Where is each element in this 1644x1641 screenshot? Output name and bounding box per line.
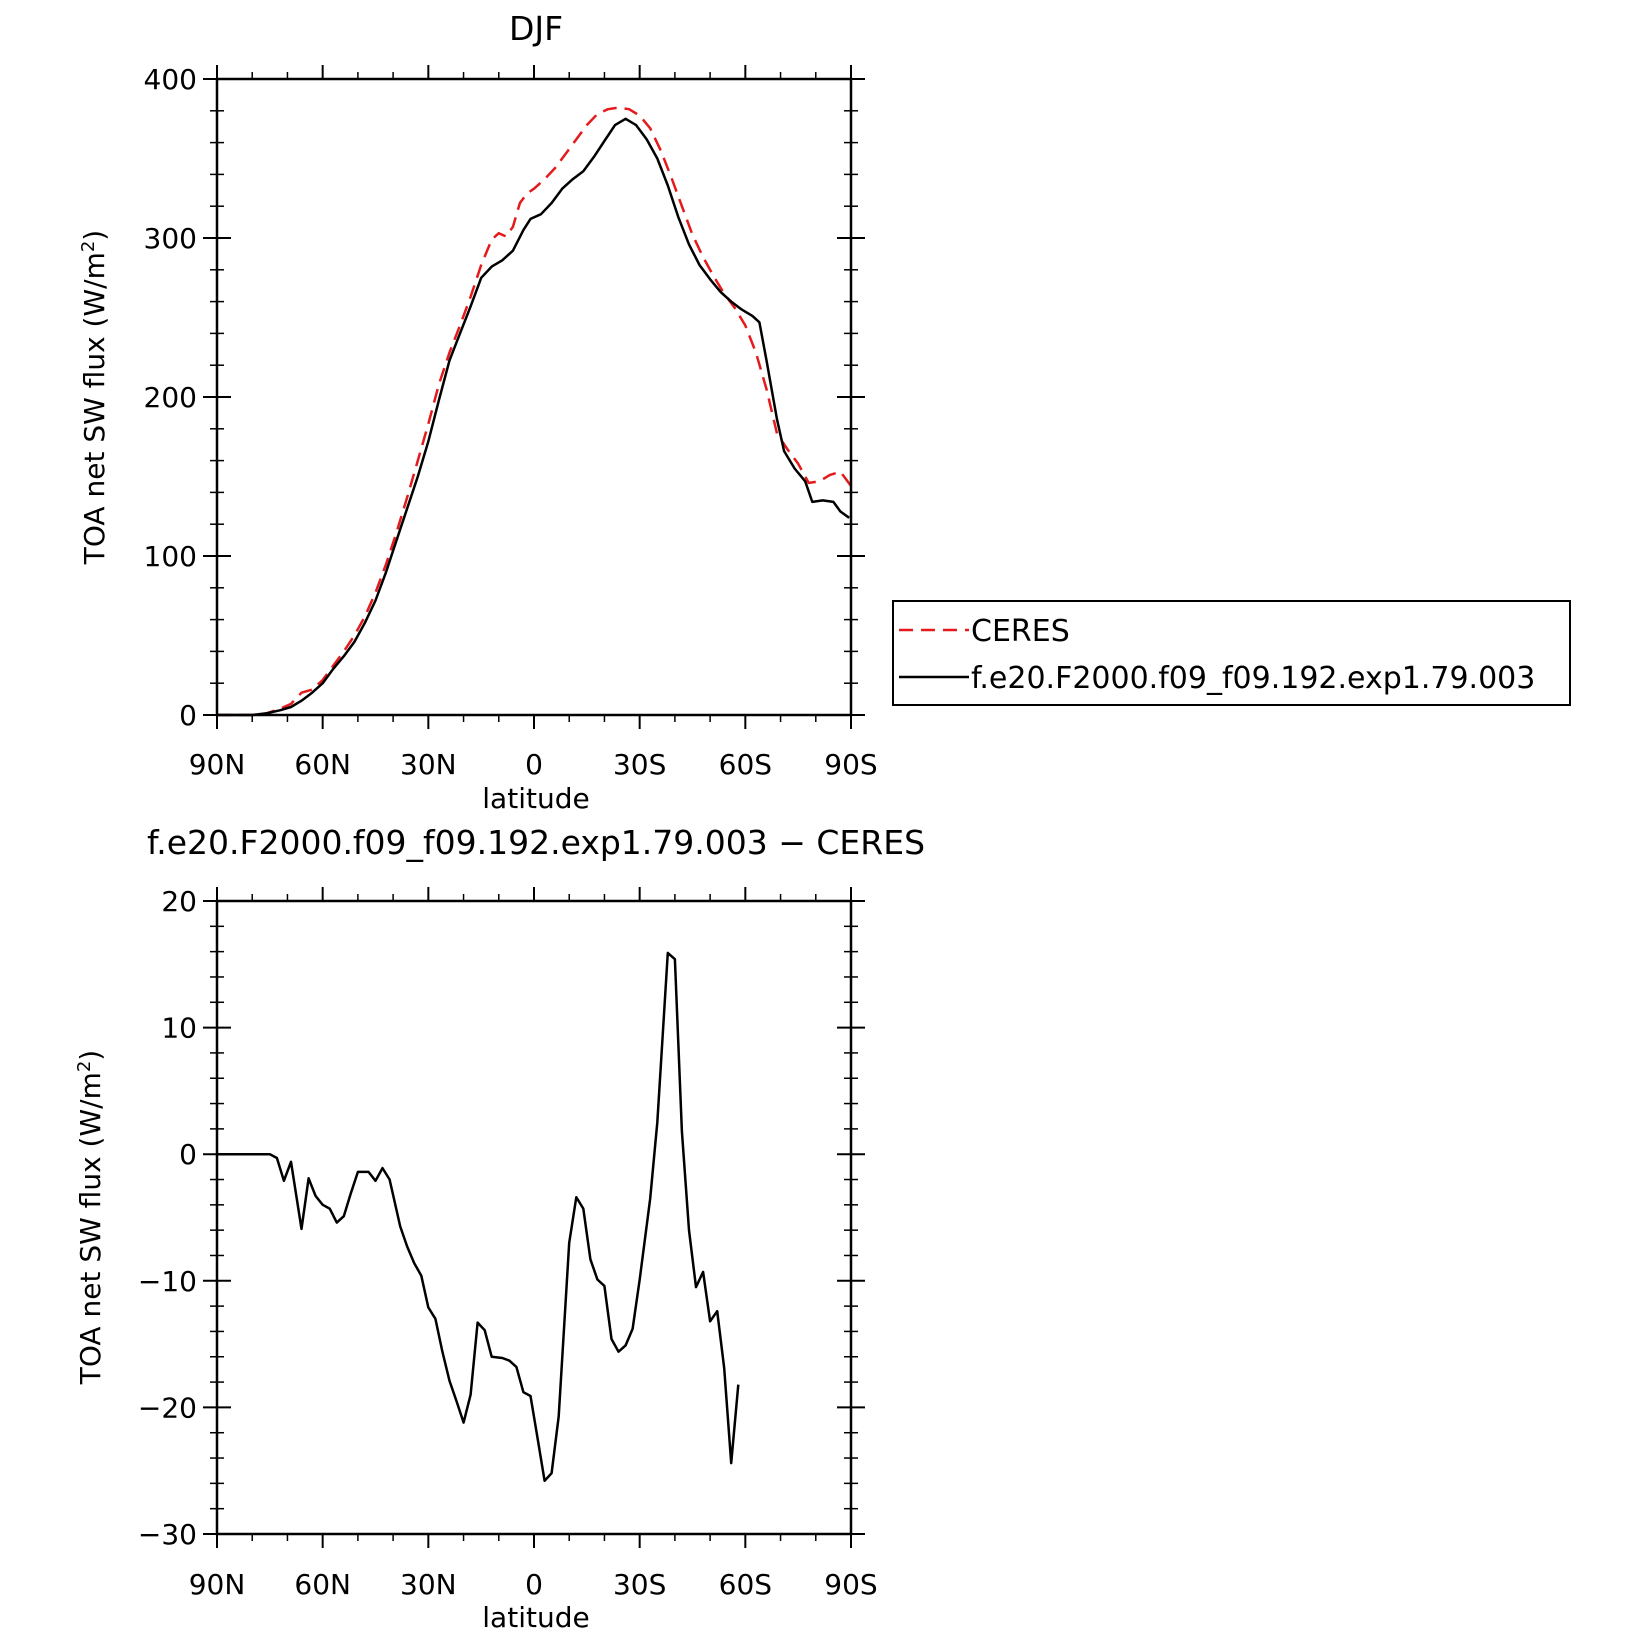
chart1-series [217,106,853,717]
legend-model-label: f.e20.F2000.f09_f09.192.exp1.79.003 [971,661,1535,696]
chart2-x-tick-label: 90N [189,1568,246,1601]
chart2-y-axis-label-sup: 2 [74,1061,95,1072]
chart2-y-axis-label-main: TOA net SW flux (W/m [74,1072,107,1385]
chart1-x-tick-label: 30S [613,748,666,781]
chart1-y-tick-label: 300 [144,222,197,255]
chart1-y-tick-label: 400 [144,63,197,96]
chart2-y-tick-label: −30 [138,1518,197,1551]
legend-box [892,600,1571,706]
chart2-x-tick-label: 0 [525,1568,543,1601]
chart1-y-axis-label: TOA net SW flux (W/m2) [78,230,112,565]
chart2-series [217,951,740,1483]
chart2-x-axis-label: latitude [482,1601,589,1634]
chart1-y-tick-label: 0 [179,699,197,732]
chart1-y-axis-label-main: TOA net SW flux (W/m [78,252,111,565]
chart1-ticks [203,65,865,729]
difference-chart: f.e20.F2000.f09_f09.192.exp1.79.003 − CE… [74,823,926,1634]
djf-flux-chart: DJF 90N 60N 30N 0 30S 60S 90S 0 100 200 300 400 lat… [78,9,1571,815]
legend-ceres-label: CERES [971,614,1070,649]
chart1-series-line-0 [217,106,853,717]
chart1-series-line-1 [217,117,850,717]
chart2-series-line-0 [217,951,740,1483]
chart2-x-tick-label: 60N [294,1568,351,1601]
chart1-tick-labels: 90N 60N 30N 0 30S 60S 90S 0 100 200 300 400 [144,63,878,781]
chart2-y-tick-label: 0 [179,1138,197,1171]
chart1-title: DJF [509,9,563,48]
chart1-x-tick-label: 0 [525,748,543,781]
chart2-y-tick-label: 20 [161,885,197,918]
chart1-plot-frame [215,77,853,717]
chart1-y-tick-label: 200 [144,381,197,414]
chart1-x-axis-label: latitude [482,782,589,815]
chart2-x-tick-label: 60S [719,1568,772,1601]
chart2-x-tick-label: 30N [400,1568,457,1601]
chart2-plot-frame [215,899,853,1536]
chart1-y-axis-label-end: ) [78,230,111,241]
chart1-y-axis-label-sup: 2 [78,241,99,252]
chart2-x-tick-label: 90S [824,1568,877,1601]
chart2-y-tick-label: −10 [138,1265,197,1298]
legend: CERES f.e20.F2000.f09_f09.192.exp1.79.00… [892,600,1571,706]
chart1-x-tick-label: 60S [719,748,772,781]
chart1-x-tick-label: 90S [824,748,877,781]
chart1-x-tick-label: 60N [294,748,351,781]
chart2-y-tick-label: 10 [161,1012,197,1045]
chart2-y-tick-label: −20 [138,1391,197,1424]
chart2-tick-labels: 90N 60N 30N 0 30S 60S 90S −30 −20 −10 0 10 20 [138,885,878,1601]
chart2-y-axis-label-end: ) [74,1050,107,1061]
chart2-x-tick-label: 30S [613,1568,666,1601]
chart1-y-tick-label: 100 [144,540,197,573]
chart2-title: f.e20.F2000.f09_f09.192.exp1.79.003 − CE… [147,823,925,862]
chart2-y-axis-label: TOA net SW flux (W/m2) [74,1050,108,1385]
chart1-x-tick-label: 30N [400,748,457,781]
chart1-x-tick-label: 90N [189,748,246,781]
